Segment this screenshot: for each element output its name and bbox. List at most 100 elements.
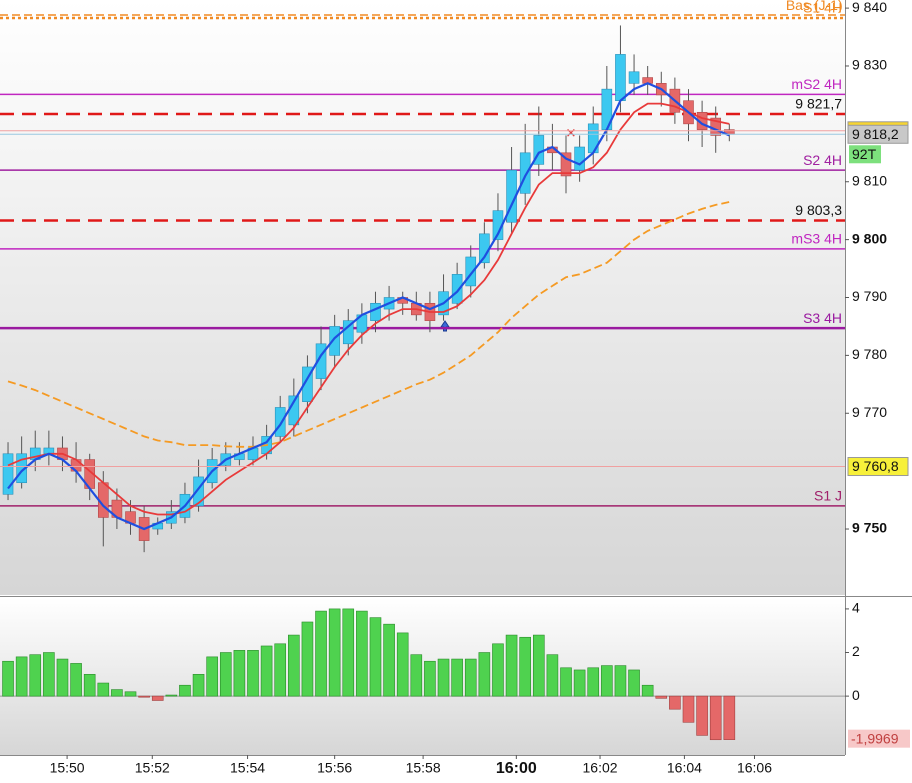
level-label: 9 821,7 [795,96,842,112]
candle-body [329,326,340,356]
y-tick-label: 9 770 [852,404,887,420]
histogram-bar [546,654,559,697]
histogram-bar [97,682,110,697]
candle-body [302,366,313,402]
candle-body [315,343,327,379]
candle-body [465,256,477,287]
histogram-bar [560,667,572,697]
level-label: 9 803,3 [795,202,842,218]
x-tick-label: 15:54 [230,760,265,776]
level-label: mS3 4H [791,231,842,247]
price-tag-label: 9 760,8 [852,458,899,474]
histogram-bar [478,652,491,697]
histogram-bar [274,643,287,697]
histogram-bar [383,623,395,697]
histogram-bar [111,689,123,697]
tick-badge-label: 92T [852,146,877,162]
histogram-bar [192,674,205,697]
y-tick-label: 9 800 [852,230,887,246]
histogram-bar [29,654,42,697]
histogram-bar [83,674,96,697]
y-tick-label: 9 750 [852,520,887,536]
histogram-bar [464,658,477,697]
moving-average [7,201,730,448]
histogram-bar [206,656,218,697]
histogram-bar [260,645,273,697]
candle-body [2,453,14,495]
histogram-bar [492,643,504,697]
price-tag-label: 9 818,2 [852,126,899,142]
x-tick-label: 16:04 [667,760,702,776]
x-tick-label: 16:00 [496,760,537,777]
x-tick-label: 15:50 [50,760,85,776]
x-tick-label: 15:56 [317,760,352,776]
histogram-bar [587,667,600,697]
histogram-bar [424,660,436,697]
histogram-bar [669,695,681,710]
price-tag [847,124,909,144]
x-tick-label: 16:06 [737,760,772,776]
histogram-bar [682,695,695,723]
histogram-bar [573,669,586,697]
candle-body [628,71,640,84]
level-label: mS2 4H [791,76,842,92]
histogram-bar [288,634,300,697]
histogram-bar [301,621,314,697]
histogram-bar [655,695,668,699]
candle-body [519,152,531,194]
level-label: S3 4H [803,310,842,326]
y-tick-label: 4 [852,600,860,616]
histogram-bar [519,636,531,697]
y-tick-label: 9 810 [852,172,887,188]
histogram-bar [124,691,137,697]
x-tick-label: 16:02 [583,760,618,776]
histogram-bar [437,658,450,697]
histogram-bar [356,610,368,697]
histogram-bar [614,665,627,697]
candle-body [193,476,204,507]
histogram-bar [709,695,722,741]
histogram-bar [410,654,423,697]
price-panel [0,0,845,595]
histogram-bar [247,650,259,697]
histogram-bar [342,608,355,697]
signal-marker: ✕ [566,125,577,140]
y-tick-label: 9 840 [852,0,887,15]
price-tag [847,457,909,477]
level-label: S1 4H [803,0,842,16]
histogram-bar [532,634,545,697]
histogram-bar [165,694,178,697]
level-label: Bas (J-1) [786,0,843,13]
histogram-bar [70,663,82,697]
histogram-bar [56,658,69,697]
y-tick-label: 0 [852,687,860,703]
histogram-bar [179,684,191,697]
last-value-label: -1,9969 [851,730,899,746]
histogram-bar [315,610,327,697]
x-tick-label: 15:52 [135,760,170,776]
x-tick-label: 15:58 [406,760,441,776]
y-tick-label: 9 780 [852,346,887,362]
candle-body [274,407,286,437]
candle-body [370,302,381,321]
histogram-bar [641,684,654,697]
last-value-tag [848,729,910,748]
candle-body [342,320,354,345]
y-tick-label: 9 830 [852,57,887,73]
histogram-bar [2,660,14,697]
histogram-bar [396,632,409,697]
histogram-bar [369,617,382,697]
histogram-bar [15,656,28,697]
histogram-bar [696,695,708,736]
histogram-bar [628,669,640,697]
candle-body [574,146,585,171]
histogram-bar [451,658,463,697]
histogram-bar [219,652,232,697]
y-tick-label: 9 790 [852,288,887,304]
tick-badge [849,145,881,164]
histogram-bar [601,665,613,697]
moving-average [7,102,730,516]
candle-body [451,274,463,304]
level-label: S2 4H [803,152,842,168]
histogram-bar [151,695,164,701]
